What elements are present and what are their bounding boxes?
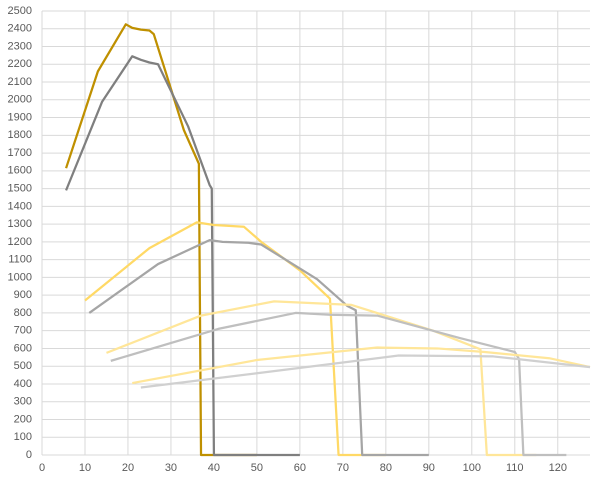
- x-tick-label: 120: [549, 462, 567, 474]
- x-tick-label: 80: [380, 462, 392, 474]
- x-tick-label: 70: [337, 462, 349, 474]
- series-line: [132, 346, 591, 385]
- y-tick-label: 400: [14, 378, 32, 390]
- y-tick-label: 1400: [8, 200, 32, 212]
- x-tick-label: 0: [39, 462, 45, 474]
- y-tick-label: 600: [14, 342, 32, 354]
- y-tick-label: 700: [14, 325, 32, 337]
- y-tick-label: 2400: [8, 23, 32, 35]
- y-tick-label: 1000: [8, 271, 32, 283]
- y-tick-label: 1200: [8, 236, 32, 248]
- y-tick-label: 2200: [8, 58, 32, 70]
- y-tick-label: 2500: [8, 5, 32, 17]
- x-tick-label: 30: [165, 462, 177, 474]
- x-tick-label: 50: [251, 462, 263, 474]
- y-tick-label: 2300: [8, 40, 32, 52]
- y-tick-label: 2000: [8, 94, 32, 106]
- x-tick-label: 100: [463, 462, 481, 474]
- series-line: [106, 300, 537, 457]
- y-tick-label: 900: [14, 289, 32, 301]
- y-tick-label: 2100: [8, 76, 32, 88]
- series-line: [65, 55, 300, 457]
- x-tick-label: 40: [208, 462, 220, 474]
- x-tick-label: 10: [79, 462, 91, 474]
- x-tick-label: 20: [122, 462, 134, 474]
- y-tick-label: 500: [14, 360, 32, 372]
- y-tick-label: 800: [14, 307, 32, 319]
- y-tick-label: 300: [14, 396, 32, 408]
- x-tick-label: 90: [423, 462, 435, 474]
- y-tick-label: 200: [14, 413, 32, 425]
- y-tick-label: 1600: [8, 165, 32, 177]
- x-tick-label: 60: [294, 462, 306, 474]
- y-tick-label: 1300: [8, 218, 32, 230]
- y-tick-label: 1700: [8, 147, 32, 159]
- series-line: [65, 23, 257, 457]
- y-tick-label: 0: [26, 449, 32, 461]
- series-line: [88, 238, 429, 457]
- series-line: [84, 221, 386, 457]
- y-tick-label: 1800: [8, 129, 32, 141]
- series-line: [110, 311, 567, 457]
- series-line: [140, 354, 591, 389]
- y-tick-label: 1100: [8, 254, 32, 266]
- y-tick-label: 100: [14, 431, 32, 443]
- y-tick-label: 1900: [8, 111, 32, 123]
- x-tick-label: 110: [506, 462, 524, 474]
- y-tick-label: 1500: [8, 183, 32, 195]
